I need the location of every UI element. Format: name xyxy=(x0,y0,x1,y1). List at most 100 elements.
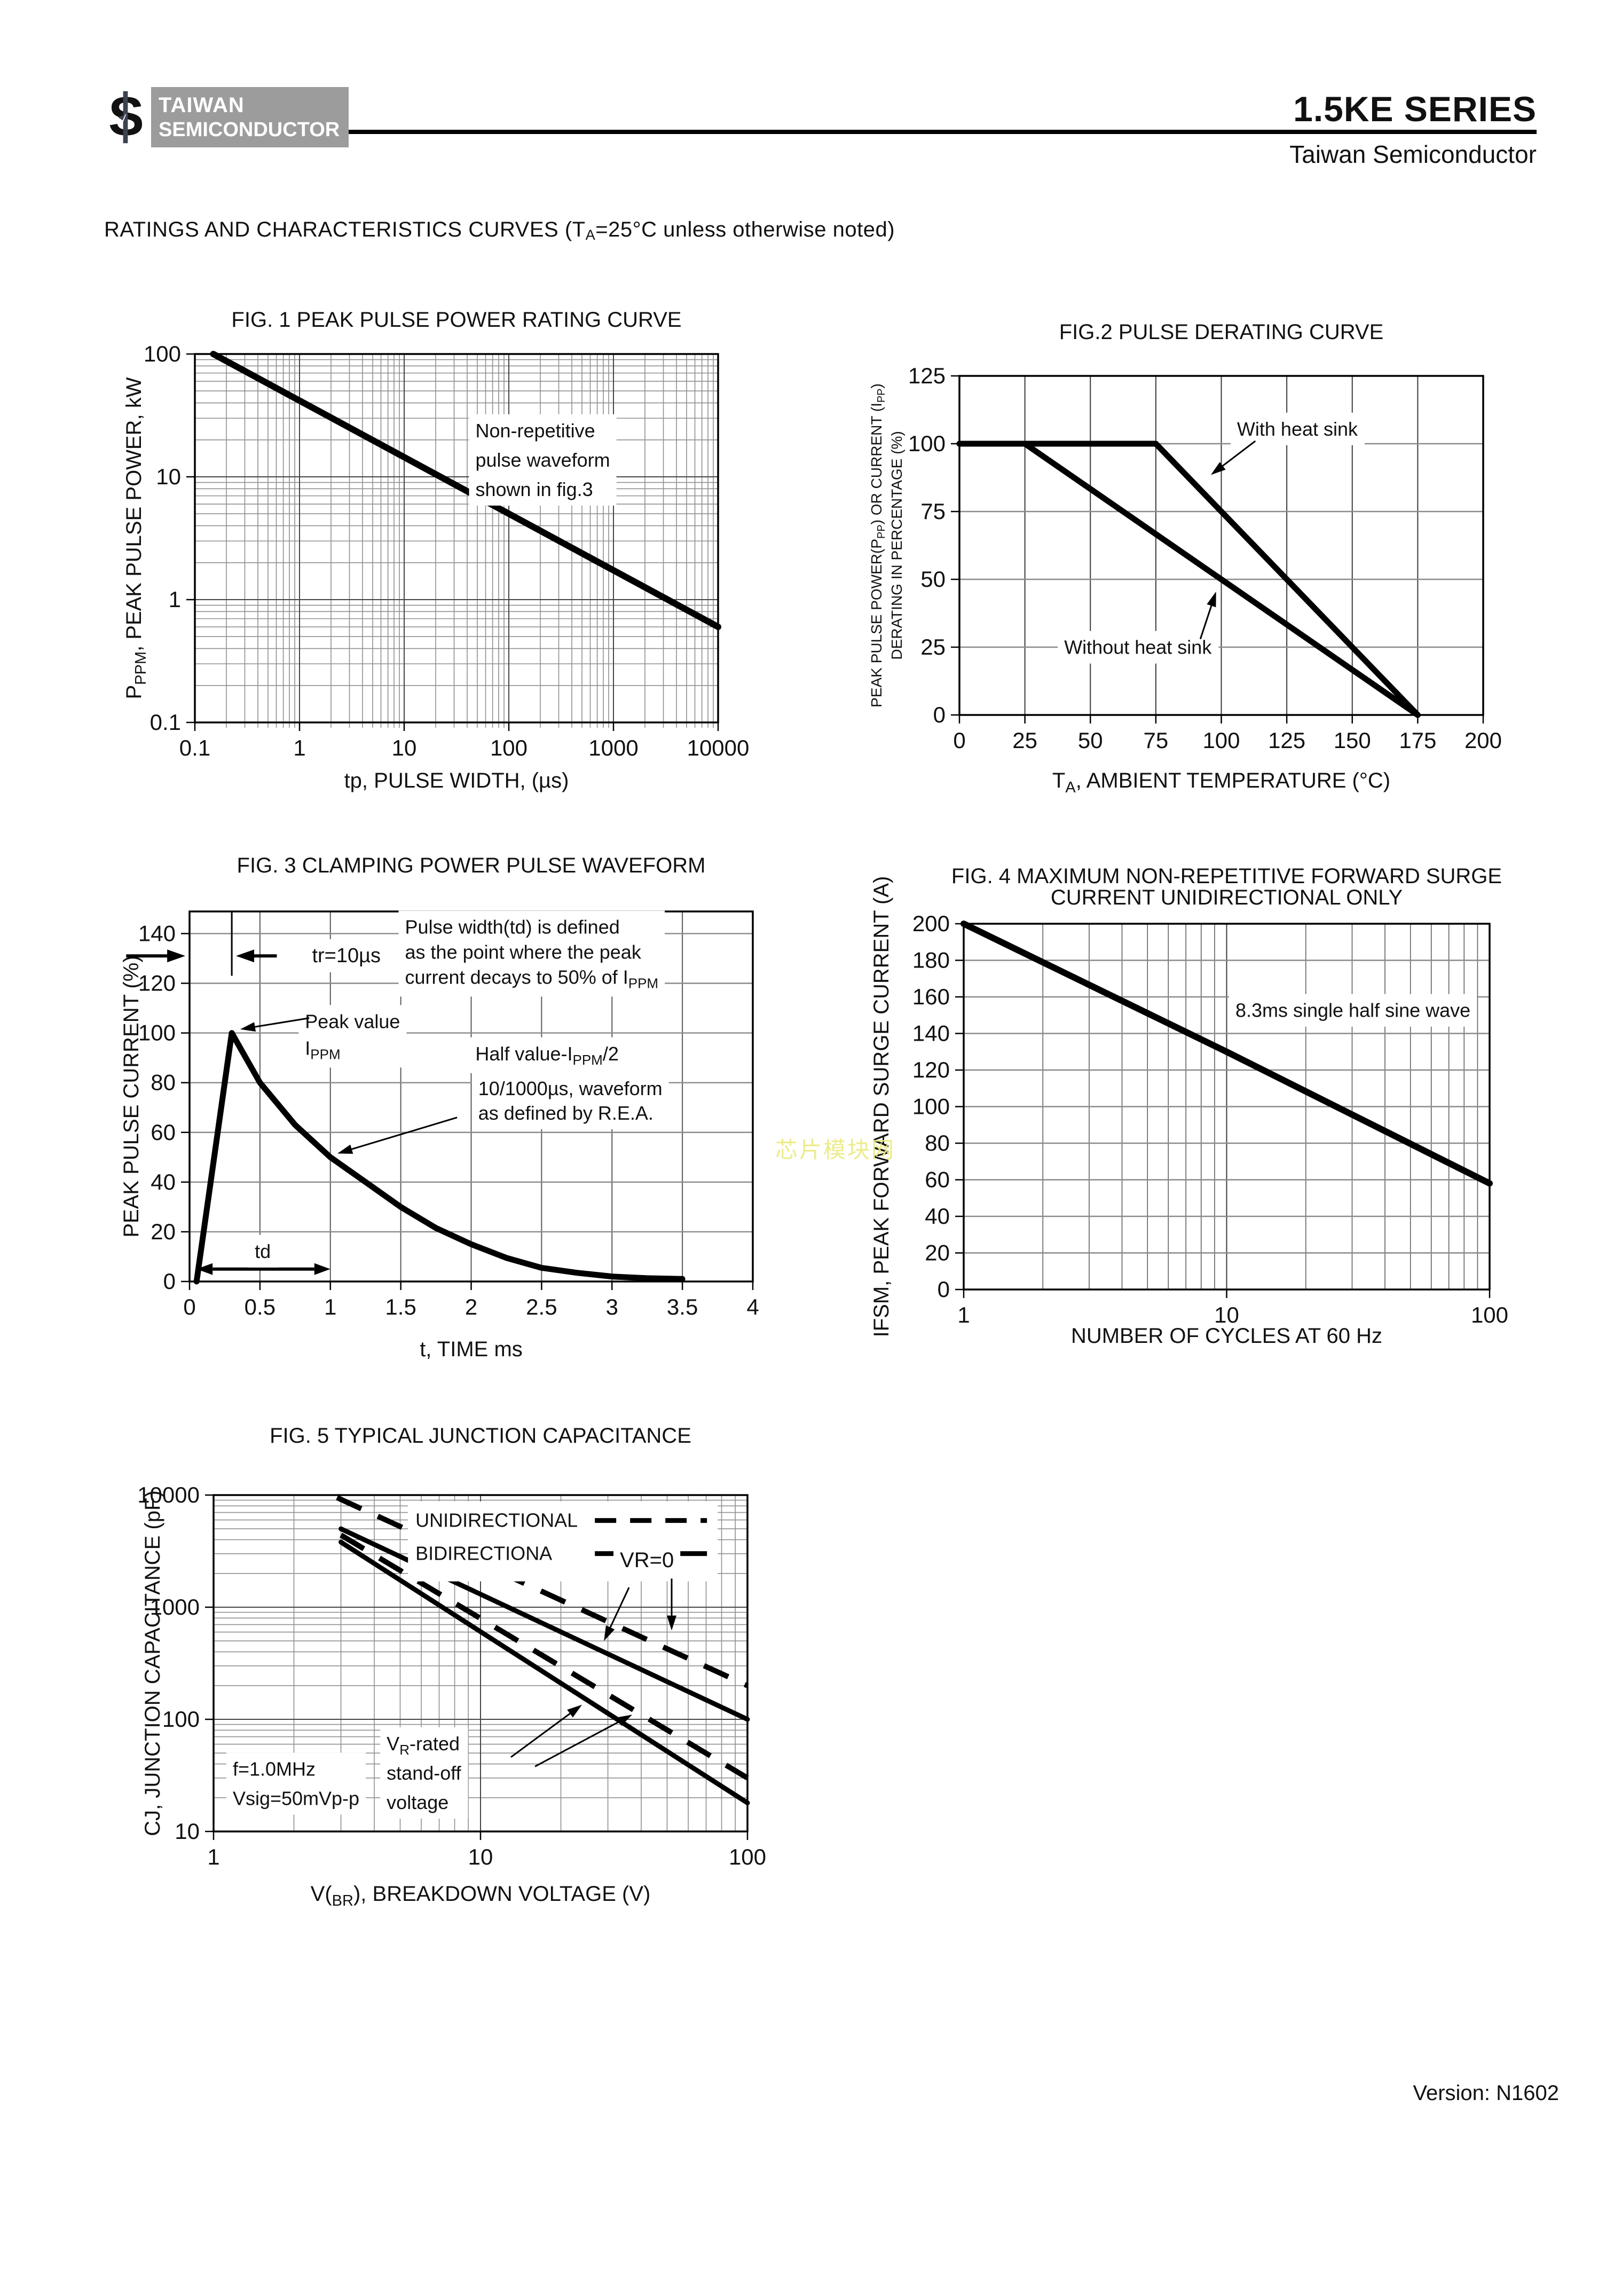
annotation-arrow xyxy=(604,1587,630,1641)
annotation-bg xyxy=(248,1235,278,1268)
legend-label: BIDIRECTIONA xyxy=(415,1543,552,1564)
tick-labels: 1 10 100 0 20 40 60 80 100 120 140 160 180 200 xyxy=(912,911,1508,1327)
y-axis-label: PEAK PULSE CURRENT (%) xyxy=(120,955,143,1237)
svg-text:120: 120 xyxy=(138,971,176,996)
svg-text:100: 100 xyxy=(1471,1302,1508,1327)
svg-text:180: 180 xyxy=(912,948,950,973)
y-axis-label: PEAK PULSE POWER(PPP​) OR CURRENT (IPP​)… xyxy=(868,383,905,707)
svg-text:120: 120 xyxy=(912,1057,950,1082)
ts-logo-icon: S xyxy=(99,87,151,147)
svg-text:PEAK PULSE POWER(PPP​) OR CURR: PEAK PULSE POWER(PPP​) OR CURRENT (IPP​) xyxy=(868,383,887,707)
svg-text:1000: 1000 xyxy=(150,1594,200,1619)
svg-text:10: 10 xyxy=(392,735,417,760)
y-axis-label: CJ, JUNCTION CAPACITANCE (pF) xyxy=(141,1490,164,1836)
svg-text:100: 100 xyxy=(144,341,181,366)
version-label: Version: N1602 xyxy=(1413,2081,1559,2105)
figure-2-pulse-derating-curve: 0 25 50 75 100 125 150 175 200 0 25 50 75 100 125 FIG.2… xyxy=(833,299,1575,822)
fig2-pulse-derating: 0 25 50 75 100 125 150 175 200 0 25 50 75 100 125 FIG.2… xyxy=(868,320,1502,796)
logo-line1: TAIWAN xyxy=(159,93,245,117)
svg-text:0: 0 xyxy=(933,702,946,727)
annotation-bg xyxy=(1229,994,1477,1027)
svg-text:200: 200 xyxy=(1464,728,1502,753)
fig3-clamping-power-pulse-waveform: 0 0.5 1 1.5 2 2.5 3 3.5 4020406080100120140FIG. … xyxy=(120,854,759,1361)
svg-text:75: 75 xyxy=(920,499,946,524)
svg-text:100: 100 xyxy=(1202,728,1240,753)
svg-text:voltage: voltage xyxy=(387,1791,448,1813)
annotation-bg xyxy=(469,1037,625,1073)
heading-subscript: A xyxy=(585,226,596,243)
series-group xyxy=(960,921,1493,1187)
svg-text:100: 100 xyxy=(729,1844,766,1869)
svg-text:1: 1 xyxy=(293,735,305,760)
annotation-text: Without heat sink xyxy=(1064,636,1212,658)
svg-text:1.5: 1.5 xyxy=(385,1294,416,1319)
annotation-arrow xyxy=(510,1704,582,1758)
svg-text:50: 50 xyxy=(1078,728,1103,753)
figure-1-peak-pulse-power-rating-curve: 0.1 1 10 100 1000 10000 0.1 1 10 100 FIG. 1 PEAK P… xyxy=(80,299,774,812)
y-axis-label: IFSM, PEAK FORWARD SURGE CURRENT (A) xyxy=(870,876,893,1338)
plot-border xyxy=(958,375,1484,716)
svg-text:40: 40 xyxy=(925,1204,950,1229)
svg-text:150: 150 xyxy=(1334,728,1371,753)
svg-text:20: 20 xyxy=(925,1240,950,1265)
chart-title: FIG. 5 TYPICAL JUNCTION CAPACITANCE xyxy=(270,1424,691,1448)
annotation-arrow xyxy=(337,1116,458,1154)
svg-text:10: 10 xyxy=(1214,1302,1239,1327)
svg-text:80: 80 xyxy=(151,1070,176,1095)
svg-text:current decays to 50% of IPPM​: current decays to 50% of IPPM​ xyxy=(405,966,659,991)
tick-labels: 0 25 50 75 100 125 150 175 200 0 25 50 75 100 125 xyxy=(908,363,1502,753)
svg-text:as the point where the peak: as the point where the peak xyxy=(405,941,642,963)
svg-text:VR=0: VR=0 xyxy=(620,1548,674,1572)
svg-text:0: 0 xyxy=(953,728,965,753)
svg-text:3: 3 xyxy=(606,1294,618,1319)
chart-title: FIG. 3 CLAMPING POWER PULSE WAVEFORM xyxy=(237,854,706,877)
svg-text:200: 200 xyxy=(912,911,950,936)
svg-text:With heat sink: With heat sink xyxy=(1237,418,1358,440)
svg-text:40: 40 xyxy=(151,1169,176,1194)
grid xyxy=(951,375,1484,724)
tick-labels: 0.1 1 10 100 1000 10000 0.1 1 10 100 xyxy=(144,341,749,760)
annotation-bg xyxy=(469,414,617,506)
heading-pre: RATINGS AND CHARACTERISTICS CURVES (T xyxy=(104,218,586,241)
x-axis-label: TA​, AMBIENT TEMPERATURE (°C) xyxy=(1052,769,1390,796)
svg-text:PPPM​, PEAK PULSE POWER, kW: PPPM​, PEAK PULSE POWER, kW xyxy=(122,377,149,699)
y-axis-label: PPPM​, PEAK PULSE POWER, kW xyxy=(122,377,149,699)
annotation-text: 10/1000µs, waveform as defined by R.E.A. xyxy=(478,1078,663,1124)
annotation-bg xyxy=(471,1072,669,1129)
svg-text:8.3ms single half sine wave: 8.3ms single half sine wave xyxy=(1235,1000,1470,1021)
svg-text:80: 80 xyxy=(925,1130,950,1155)
svg-text:100: 100 xyxy=(490,735,527,760)
tick-labels: 1 10 100 10 100 1000 10000 xyxy=(137,1482,766,1869)
heading-post: =25°C unless otherwise noted) xyxy=(595,218,895,241)
annotation-text: Non-repetitive pulse waveform shown in fig… xyxy=(476,420,610,500)
svg-text:0: 0 xyxy=(183,1294,195,1319)
svg-text:25: 25 xyxy=(1012,728,1037,753)
figure-4-max-non-repetitive-forward-surge: 1 10 100 0 20 40 60 80 100 120 140 160 180 200 FIG. 4 … xyxy=(833,849,1575,1394)
svg-text:VR​-rated: VR​-rated xyxy=(387,1733,460,1758)
svg-text:IFSM, PEAK FORWARD SURGE CURRE: IFSM, PEAK FORWARD SURGE CURRENT (A) xyxy=(870,876,893,1338)
header-rule xyxy=(349,130,1537,134)
svg-text:as defined by R.E.A.: as defined by R.E.A. xyxy=(478,1102,653,1124)
svg-text:140: 140 xyxy=(912,1021,950,1046)
svg-text:Without heat sink: Without heat sink xyxy=(1064,636,1212,658)
svg-text:0.1: 0.1 xyxy=(179,735,210,760)
annotation-bg xyxy=(1230,412,1365,445)
series-peak-pulse-power xyxy=(210,351,721,630)
series-forward-surge-current xyxy=(960,921,1493,1187)
annotation-bg xyxy=(305,939,388,972)
annotation-text: VR=0 xyxy=(620,1548,674,1572)
brand-logo: S TAIWAN SEMICONDUCTOR xyxy=(99,87,349,147)
svg-text:4: 4 xyxy=(746,1294,759,1319)
series-title: 1.5KE SERIES xyxy=(1293,89,1537,129)
series-bidirectional-vr-rated xyxy=(338,1539,750,1805)
svg-text:50: 50 xyxy=(920,567,946,592)
watermark: 芯片模块网 xyxy=(775,1137,896,1162)
annotation-arrow xyxy=(196,1263,330,1275)
series-unidirectional-vr-rated xyxy=(340,1532,749,1781)
svg-text:160: 160 xyxy=(912,984,950,1009)
svg-text:0: 0 xyxy=(938,1277,950,1302)
svg-text:stand-off: stand-off xyxy=(387,1762,461,1784)
series-group xyxy=(193,1030,686,1285)
grid xyxy=(955,923,1491,1298)
svg-text:100: 100 xyxy=(162,1707,200,1732)
